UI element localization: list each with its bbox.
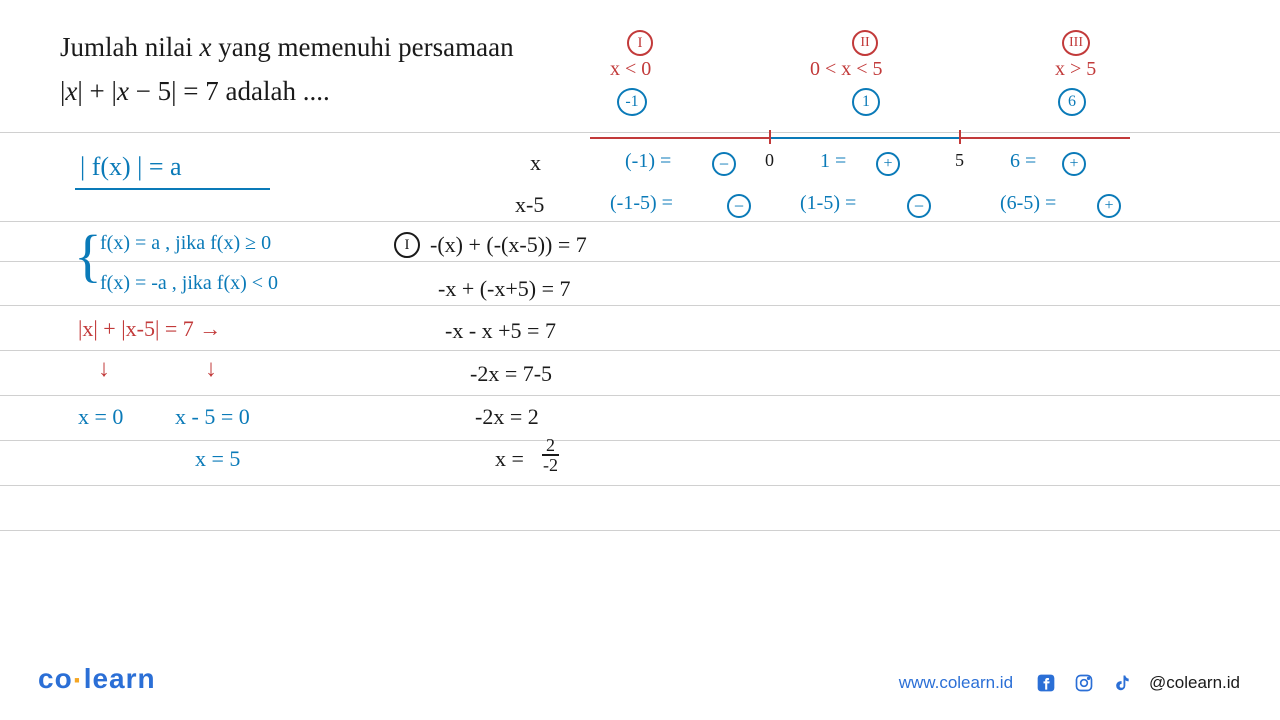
case1-line: -2x = 7-5 xyxy=(470,361,552,387)
underline xyxy=(75,188,270,190)
fraction: 2 -2 xyxy=(542,436,559,474)
ruled-line xyxy=(0,350,1280,351)
tiktok-icon xyxy=(1111,672,1133,694)
numberline-label-0: 0 xyxy=(765,150,774,171)
numberline-tick xyxy=(769,130,771,144)
case-sample-1: -1 xyxy=(617,88,647,116)
sign-minus-icon: − xyxy=(712,152,736,176)
ruled-line xyxy=(0,305,1280,306)
sign-row-label-x5: x-5 xyxy=(515,192,544,218)
sign-minus-icon: − xyxy=(727,194,751,218)
fraction-den: -2 xyxy=(542,456,559,474)
sign-cell: (6-5) = xyxy=(1000,192,1056,215)
case1-marker-text: I xyxy=(405,237,410,254)
root-x5b: x = 5 xyxy=(195,446,240,472)
main-equation: |x| + |x-5| = 7 → xyxy=(78,316,221,342)
ruled-line xyxy=(0,261,1280,262)
brand-dot-icon: · xyxy=(73,664,84,697)
sign-row-label-x: x xyxy=(530,150,541,176)
arrow-down-icon: ↓ xyxy=(98,356,110,383)
sign-cell: (-1) = xyxy=(625,150,671,173)
question-var: x xyxy=(199,32,211,62)
ruled-line xyxy=(0,132,1280,133)
question-line1: Jumlah nilai x yang memenuhi persamaan xyxy=(60,32,514,63)
case-sample-3: 6 xyxy=(1058,88,1086,116)
brand-logo: co·learn xyxy=(38,662,156,696)
facebook-icon xyxy=(1035,672,1057,694)
case-sample-2: 1 xyxy=(852,88,880,116)
case-label-3: III xyxy=(1062,30,1090,56)
arrow-down-icon: ↓ xyxy=(205,356,217,383)
question-line2: |x| + |x − 5| = 7 adalah .... xyxy=(60,76,330,107)
footer-handle: @colearn.id xyxy=(1149,673,1240,693)
abs-case-2: f(x) = -a , jika f(x) < 0 xyxy=(100,272,278,295)
root-x5a: x - 5 = 0 xyxy=(175,404,250,430)
ruled-line xyxy=(0,440,1280,441)
footer-right: www.colearn.id @colearn.id xyxy=(899,672,1240,694)
numberline-seg-mid xyxy=(770,137,960,139)
case1-line: -x - x +5 = 7 xyxy=(445,318,556,344)
case-sample-text: 6 xyxy=(1068,93,1076,111)
case1-line: -x + (-x+5) = 7 xyxy=(438,276,571,302)
case1-line: -(x) + (-(x-5)) = 7 xyxy=(430,232,587,258)
sign-cell: 1 = xyxy=(820,150,846,173)
case1-marker: I xyxy=(394,232,420,258)
sign-cell: 6 = xyxy=(1010,150,1036,173)
question-text: Jumlah nilai xyxy=(60,32,199,62)
abs-case-1: f(x) = a , jika f(x) ≥ 0 xyxy=(100,232,271,255)
ruled-line xyxy=(0,395,1280,396)
brand-post: learn xyxy=(84,663,156,694)
numberline-label-5: 5 xyxy=(955,150,964,171)
case1-line: x = xyxy=(495,446,524,472)
case-label-text: III xyxy=(1069,35,1083,51)
sign-cell: (-1-5) = xyxy=(610,192,673,215)
numberline-tick xyxy=(959,130,961,144)
case-sample-text: -1 xyxy=(625,93,638,111)
ruled-line xyxy=(0,485,1280,486)
case-label-text: II xyxy=(860,35,869,51)
case-cond-2: 0 < x < 5 xyxy=(810,58,883,81)
root-x0: x = 0 xyxy=(78,404,123,430)
instagram-icon xyxy=(1073,672,1095,694)
numberline-seg-left xyxy=(590,137,770,139)
sign-plus-icon: + xyxy=(1062,152,1086,176)
question-text: yang memenuhi persamaan xyxy=(211,32,513,62)
brace-icon: { xyxy=(74,222,102,289)
case-sample-text: 1 xyxy=(862,93,870,111)
numberline-seg-right xyxy=(960,137,1130,139)
case-label-2: II xyxy=(852,30,878,56)
ruled-line xyxy=(0,221,1280,222)
ruled-line xyxy=(0,530,1280,531)
case-label-text: I xyxy=(638,35,643,52)
brand-pre: co xyxy=(38,663,73,694)
abs-def-title: | f(x) | = a xyxy=(80,152,182,182)
case-cond-3: x > 5 xyxy=(1055,58,1096,81)
case-cond-1: x < 0 xyxy=(610,58,651,81)
case-label-1: I xyxy=(627,30,653,56)
sign-minus-icon: − xyxy=(907,194,931,218)
sign-plus-icon: + xyxy=(1097,194,1121,218)
sign-cell: (1-5) = xyxy=(800,192,856,215)
footer-url: www.colearn.id xyxy=(899,673,1013,693)
fraction-num: 2 xyxy=(542,436,559,456)
case1-line: -2x = 2 xyxy=(475,404,539,430)
sign-plus-icon: + xyxy=(876,152,900,176)
